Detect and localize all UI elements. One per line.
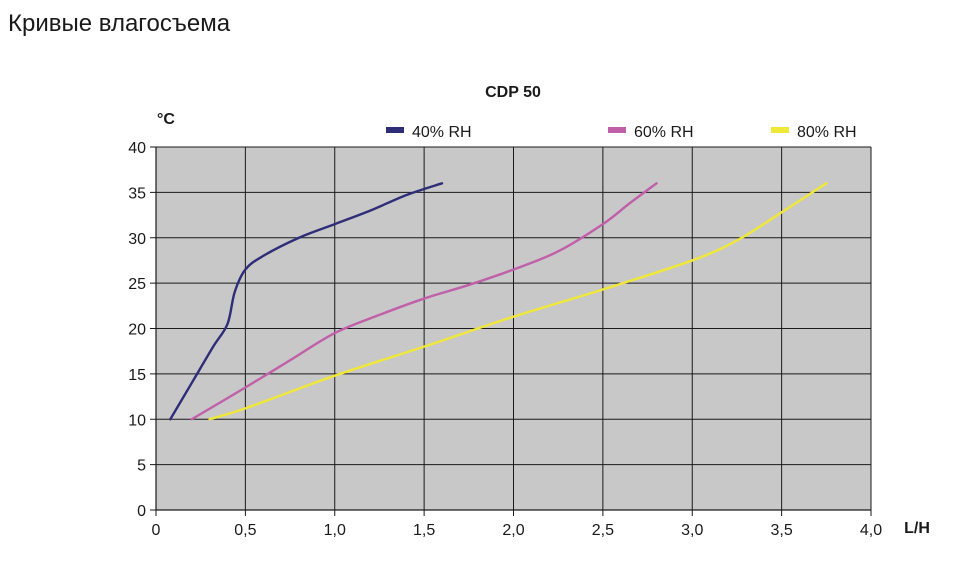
- x-axis-label: L/H: [904, 520, 930, 537]
- x-tick-label: 1,0: [324, 522, 346, 539]
- y-tick-label: 5: [137, 458, 146, 475]
- series-line-80-rh: [208, 182, 828, 421]
- legend-swatch-60-rh: [608, 127, 626, 133]
- page-heading: Кривые влагосъема: [8, 10, 231, 37]
- y-tick-label: 0: [137, 503, 146, 520]
- y-tick-label: 35: [128, 185, 146, 202]
- legend-label-80-rh: 80% RH: [797, 124, 857, 141]
- x-tick-label: 1,5: [413, 522, 435, 539]
- series-line-40-rh: [169, 182, 444, 421]
- x-tick-label: 3,5: [771, 522, 793, 539]
- y-tick-label: 25: [128, 276, 146, 293]
- x-tick-label: 0: [152, 522, 161, 539]
- y-tick-label: 30: [128, 231, 146, 248]
- y-tick-label: 20: [128, 322, 146, 339]
- chart-title: CDP 50: [485, 84, 541, 101]
- x-tick-label: 2,0: [502, 522, 524, 539]
- legend-label-40-rh: 40% RH: [412, 124, 472, 141]
- legend: 40% RH 60% RH 80% RH: [386, 124, 857, 141]
- x-tick-label: 2,5: [592, 522, 614, 539]
- x-tick-label: 3,0: [681, 522, 703, 539]
- y-tick-label: 15: [128, 367, 146, 384]
- legend-swatch-80-rh: [771, 127, 789, 133]
- legend-swatch-40-rh: [386, 127, 404, 133]
- x-tick-label: 4,0: [860, 522, 882, 539]
- x-tick-label: 0,5: [234, 522, 256, 539]
- y-tick-label: 10: [128, 412, 146, 429]
- y-axis-label: °C: [157, 111, 175, 128]
- series-line-60-rh: [190, 182, 658, 421]
- legend-label-60-rh: 60% RH: [634, 124, 694, 141]
- plot-area: 0 0,5 1,0 1,5 2,0 2,5 3,0 3,5 4,0 0 5 10 15 20 25 30 35 4…: [128, 140, 882, 539]
- y-tick-label: 40: [128, 140, 146, 157]
